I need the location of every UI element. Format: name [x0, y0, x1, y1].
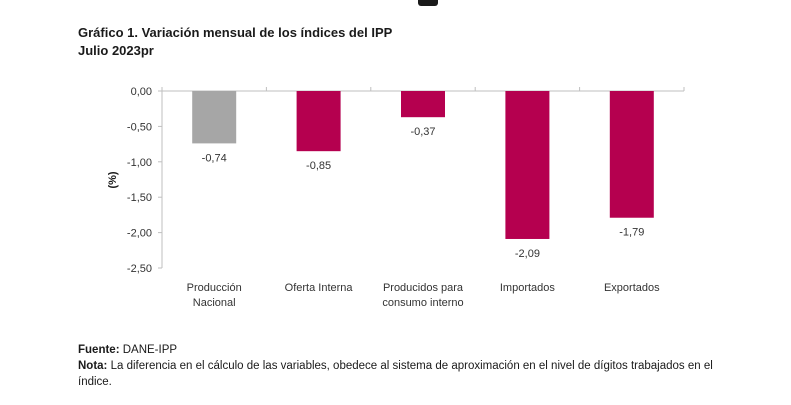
y-tick-label: -0,50	[127, 121, 152, 133]
source-text: DANE-IPP	[122, 344, 178, 356]
category-label: consumo interno	[382, 297, 463, 309]
chart-title-line1: Gráfico 1. Variación mensual de los índi…	[78, 25, 393, 40]
y-tick-label: -2,50	[127, 263, 152, 275]
data-label: -0,74	[202, 152, 227, 164]
bar	[609, 91, 654, 218]
note-text: La diferencia en el cálculo de las varia…	[78, 360, 713, 388]
bar	[401, 91, 445, 118]
note-label: Nota:	[78, 360, 108, 372]
y-tick-label: -2,00	[127, 228, 152, 240]
note-line: Nota: La diferencia en el cálculo de las…	[78, 358, 718, 390]
chart-bars	[192, 91, 654, 239]
y-tick-label: 0,00	[131, 86, 152, 98]
chart-notes: Fuente: DANE-IPP Nota: La diferencia en …	[78, 342, 718, 390]
chart-title-line2: Julio 2023pr	[78, 43, 154, 58]
bar	[296, 91, 341, 152]
source-label: Fuente:	[78, 344, 120, 356]
category-label: Producción	[187, 282, 242, 294]
data-label: -1,79	[619, 227, 644, 239]
category-label: Oferta Interna	[285, 282, 354, 294]
category-label: Producidos para	[383, 282, 464, 294]
data-label: -0,37	[410, 126, 435, 138]
category-label: Importados	[500, 282, 556, 294]
chart-title: Gráfico 1. Variación mensual de los índi…	[78, 24, 392, 60]
y-tick-label: -1,50	[127, 192, 152, 204]
bar	[505, 91, 550, 239]
chart-labels: -0,74 Producción Nacional -0,85 Oferta Inter…	[187, 126, 660, 309]
y-tick-label: -1,00	[127, 157, 152, 169]
source-line: Fuente: DANE-IPP	[78, 342, 718, 358]
data-label: -2,09	[515, 248, 540, 260]
category-label: Nacional	[193, 297, 236, 309]
top-cropped-glyph	[418, 0, 438, 6]
y-axis-label: (%)	[107, 171, 119, 188]
data-label: -0,85	[306, 160, 331, 172]
category-label: Exportados	[604, 282, 660, 294]
bar	[192, 91, 237, 144]
bar-chart: 0,00 -0,50 -1,00 -1,50 -2,00 -2,50 -0,74 Produ…	[107, 86, 685, 309]
